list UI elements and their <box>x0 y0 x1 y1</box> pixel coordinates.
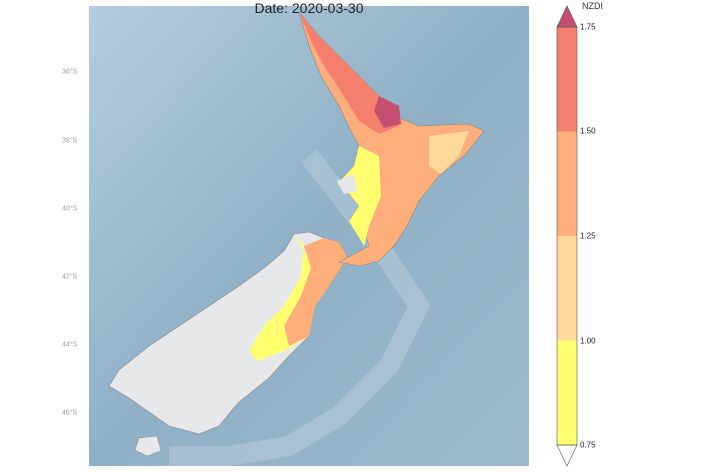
lat-label: 40°S <box>62 205 78 213</box>
stewart-island <box>134 435 162 457</box>
lat-label: 36°S <box>62 68 78 76</box>
colorbar-outline <box>556 26 578 446</box>
colorbar-label: NZDI <box>582 1 603 11</box>
colorbar-tick: 1.50 <box>580 126 596 136</box>
lat-label: 46°S <box>62 409 78 417</box>
lat-label: 42°S <box>62 273 78 281</box>
auckland-overmax <box>374 96 401 128</box>
colorbar-over-triangle <box>556 5 578 28</box>
colorbar-tick: 1.00 <box>580 336 596 346</box>
colorbar-tick: 1.75 <box>580 22 596 32</box>
marlborough-orange <box>284 238 347 346</box>
colorbar-tick: 0.75 <box>580 440 596 450</box>
colorbar <box>556 5 578 467</box>
lat-label: 44°S <box>62 341 78 349</box>
taranaki-yellow <box>337 146 381 246</box>
northland-red <box>299 12 399 134</box>
colorbar-under-triangle <box>556 444 578 467</box>
nz-drought-map <box>89 6 529 466</box>
colorbar-segment <box>557 340 577 445</box>
gisborne-light <box>429 131 469 174</box>
colorbar-segment <box>557 131 577 236</box>
taranaki-nodata <box>337 174 357 194</box>
map-title: Date: 2020-03-30 <box>254 0 364 16</box>
lat-label: 38°S <box>62 137 78 145</box>
colorbar-segment <box>557 236 577 341</box>
colorbar-segment <box>557 27 577 132</box>
colorbar-tick: 1.25 <box>580 231 596 241</box>
